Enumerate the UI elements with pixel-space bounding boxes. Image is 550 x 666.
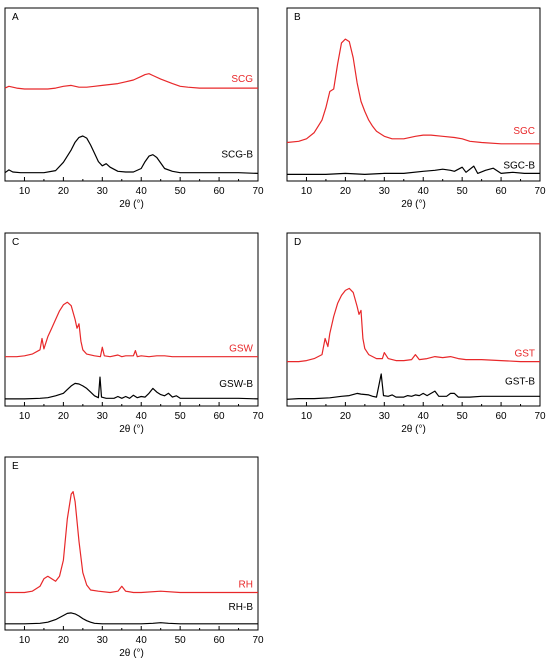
x-tick-label: 70 bbox=[534, 411, 546, 422]
plot-frame bbox=[286, 7, 541, 182]
plot-frame bbox=[4, 456, 259, 631]
series-line-gsw bbox=[5, 301, 258, 358]
series-label-rh: RH bbox=[239, 579, 253, 590]
x-axis-label: 2θ (°) bbox=[119, 648, 144, 659]
x-axis-label: 2θ (°) bbox=[401, 199, 426, 210]
x-tick-label: 50 bbox=[457, 186, 469, 197]
x-tick-label: 60 bbox=[496, 186, 508, 197]
x-axis-label: 2θ (°) bbox=[401, 424, 426, 435]
series-label-sgc-b: SGC-B bbox=[503, 160, 535, 171]
x-tick-label: 20 bbox=[58, 635, 70, 646]
series-line-scg-b bbox=[4, 135, 259, 174]
series-label-sgc: SGC bbox=[513, 126, 535, 137]
x-tick-label: 20 bbox=[58, 411, 70, 422]
panel-letter: E bbox=[12, 461, 19, 472]
plot-frame bbox=[4, 7, 259, 182]
x-tick-label: 60 bbox=[214, 186, 226, 197]
series-label-gst-b: GST-B bbox=[505, 376, 535, 387]
x-tick-label: 30 bbox=[379, 411, 391, 422]
x-tick-label: 10 bbox=[19, 186, 31, 197]
x-tick-label: 60 bbox=[496, 411, 508, 422]
x-tick-label: 40 bbox=[136, 411, 148, 422]
x-tick-label: 50 bbox=[175, 635, 187, 646]
x-tick-label: 70 bbox=[534, 186, 546, 197]
panel-c: C 10 20 30 40 50 60 70 2θ (°) GSW GSW-B bbox=[4, 232, 264, 435]
x-tick-label: 30 bbox=[97, 411, 109, 422]
series-label-gst: GST bbox=[514, 349, 535, 360]
series-label-scg-b: SCG-B bbox=[221, 149, 253, 160]
x-tick-label: 70 bbox=[252, 635, 264, 646]
series-line-sgc bbox=[286, 38, 540, 145]
series-label-scg: SCG bbox=[231, 74, 253, 85]
x-tick-label: 40 bbox=[418, 186, 430, 197]
series-line-rh bbox=[5, 491, 258, 594]
series-label-rh-b: RH-B bbox=[229, 602, 254, 613]
x-tick-label: 10 bbox=[301, 411, 313, 422]
panel-e: E 10 20 30 40 50 60 70 2θ (°) RH RH-B bbox=[4, 456, 264, 659]
x-tick-label: 70 bbox=[252, 411, 264, 422]
x-tick-label: 10 bbox=[301, 186, 313, 197]
x-tick-label: 40 bbox=[136, 635, 148, 646]
x-tick-label: 30 bbox=[97, 635, 109, 646]
x-axis-label: 2θ (°) bbox=[119, 424, 144, 435]
series-line-sgc-b bbox=[287, 165, 540, 175]
series-line-rh-b bbox=[5, 612, 258, 625]
panel-d: D 10 20 30 40 50 60 70 2θ (°) GST GST-B bbox=[286, 232, 546, 435]
panel-letter: A bbox=[12, 12, 19, 23]
series-line-scg bbox=[4, 73, 258, 90]
x-tick-label: 10 bbox=[19, 635, 31, 646]
panel-letter: D bbox=[294, 237, 301, 248]
panel-a: A 10 20 30 40 50 60 70 2θ (°) SCG SCG-B bbox=[4, 7, 264, 210]
panel-letter: C bbox=[12, 237, 19, 248]
plot-frame bbox=[4, 232, 259, 407]
x-tick-label: 50 bbox=[457, 411, 469, 422]
x-tick-label: 70 bbox=[252, 186, 264, 197]
series-line-gst-b bbox=[286, 373, 540, 400]
x-tick-label: 40 bbox=[136, 186, 148, 197]
panel-letter: B bbox=[294, 12, 301, 23]
x-tick-label: 30 bbox=[97, 186, 109, 197]
series-line-gsw-b bbox=[5, 376, 259, 400]
series-label-gsw: GSW bbox=[229, 344, 253, 355]
x-axis-label: 2θ (°) bbox=[119, 199, 144, 210]
x-tick-label: 50 bbox=[175, 186, 187, 197]
x-tick-label: 60 bbox=[214, 635, 226, 646]
x-tick-label: 20 bbox=[340, 411, 352, 422]
x-tick-label: 60 bbox=[214, 411, 226, 422]
x-tick-label: 20 bbox=[58, 186, 70, 197]
x-tick-label: 10 bbox=[19, 411, 31, 422]
series-line-gst bbox=[287, 287, 540, 363]
plot-frame bbox=[286, 232, 541, 407]
x-tick-label: 20 bbox=[340, 186, 352, 197]
x-tick-label: 50 bbox=[175, 411, 187, 422]
series-label-gsw-b: GSW-B bbox=[219, 379, 253, 390]
panel-b: B 10 20 30 40 50 60 70 2θ (°) SGC SGC-B bbox=[286, 7, 546, 210]
x-tick-label: 30 bbox=[379, 186, 391, 197]
x-tick-label: 40 bbox=[418, 411, 430, 422]
